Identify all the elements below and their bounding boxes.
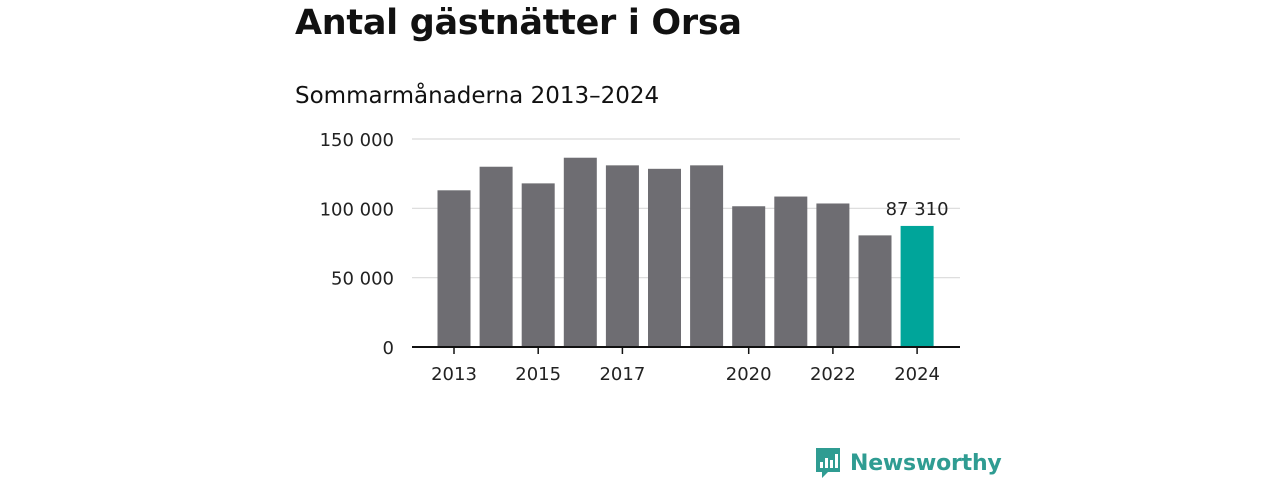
newsworthy-logo-icon	[816, 448, 840, 478]
y-tick-label: 100 000	[320, 199, 394, 220]
y-tick-label: 150 000	[320, 130, 394, 151]
bar	[732, 206, 766, 347]
bar	[690, 165, 724, 347]
data-label: 87 310	[886, 199, 949, 220]
x-tick-label: 2017	[599, 364, 645, 385]
bar	[774, 196, 808, 347]
bar	[900, 225, 934, 347]
bar	[563, 157, 597, 347]
brand-name: Newsworthy	[850, 450, 1002, 476]
bar	[437, 190, 471, 347]
bar	[479, 166, 513, 347]
x-tick-label: 2022	[810, 364, 856, 385]
brand-logo: Newsworthy	[814, 446, 1002, 480]
x-tick-label: 2015	[515, 364, 561, 385]
y-tick-label: 0	[383, 338, 394, 359]
bar	[605, 165, 639, 347]
bar	[816, 203, 850, 347]
x-tick-label: 2013	[431, 364, 477, 385]
bar-chart: 0 50 000 100 000 150 000 2013 2015 2017 2020 202…	[320, 130, 960, 385]
x-tick-label: 2024	[894, 364, 940, 385]
chart-title: Antal gästnätter i Orsa	[295, 3, 742, 43]
bar	[648, 168, 681, 347]
bar	[858, 235, 892, 347]
y-tick-label: 50 000	[331, 269, 394, 290]
bar	[521, 183, 555, 347]
x-tick-label: 2020	[726, 364, 772, 385]
chart-subtitle: Sommarmånaderna 2013–2024	[295, 83, 660, 109]
